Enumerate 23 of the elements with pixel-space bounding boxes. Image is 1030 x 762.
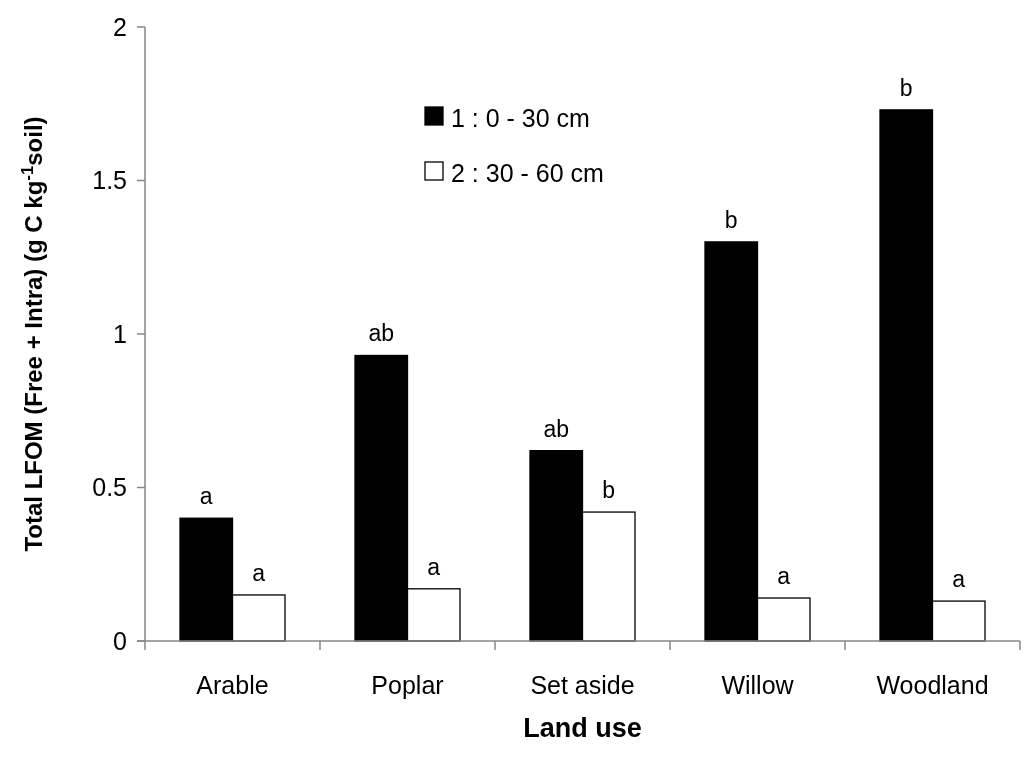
x-tick-label: Arable xyxy=(196,671,269,699)
y-tick-label: 0 xyxy=(113,626,127,655)
x-tick-label: Willow xyxy=(721,671,795,699)
annotation: b xyxy=(602,477,616,504)
y-tick-label: 1 xyxy=(113,319,127,348)
legend-label: 1 : 0 - 30 cm xyxy=(451,103,590,132)
x-axis-title: Land use xyxy=(523,713,642,743)
annotation: a xyxy=(777,563,791,590)
x-tick-label: Woodland xyxy=(876,671,989,699)
annotation: b xyxy=(899,74,913,101)
annotation: a xyxy=(199,483,213,510)
x-tick-label: Set aside xyxy=(530,671,635,699)
y-tick-label: 0.5 xyxy=(92,473,127,502)
x-tick-label: Poplar xyxy=(371,671,444,699)
annotation: a xyxy=(252,559,266,586)
annotation: b xyxy=(724,206,738,233)
annotation: a xyxy=(952,566,966,593)
y-tick-label: 1.5 xyxy=(92,166,127,195)
legend-label: 2 : 30 - 60 cm xyxy=(451,158,604,187)
annotation: a xyxy=(427,553,441,580)
annotation: ab xyxy=(543,415,570,442)
y-tick-label: 2 xyxy=(113,12,127,41)
annotation: ab xyxy=(368,320,395,347)
